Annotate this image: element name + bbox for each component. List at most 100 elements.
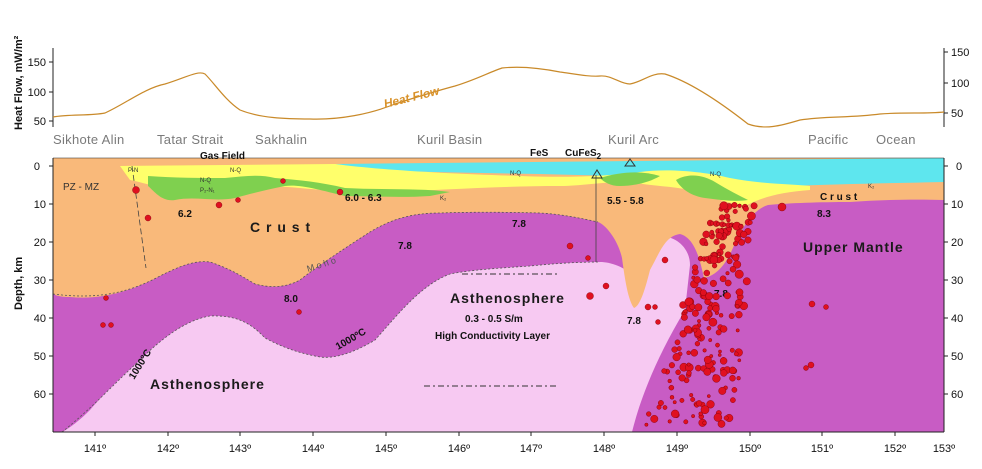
volcano-icon: [624, 158, 636, 167]
longitude-tick-144: 144º: [302, 443, 324, 455]
earthquake-dot: [103, 295, 109, 301]
earthquake-dot: [585, 255, 591, 261]
heat-flow-right-tick-100: 100: [951, 78, 969, 90]
longitude-tick-145: 145º: [375, 443, 397, 455]
earthquake-dot: [717, 353, 722, 357]
earthquake-dot: [732, 241, 739, 247]
earthquake-dot: [144, 214, 152, 222]
depth-right-tick-10: 10: [951, 199, 963, 211]
longitude-tick-142: 142º: [157, 443, 179, 455]
longitude-tick-146: 146º: [448, 443, 470, 455]
earthquake-dot: [686, 362, 691, 367]
earthquake-dot: [717, 252, 722, 257]
earthquake-dot: [708, 338, 713, 342]
earthquake-dot: [729, 347, 735, 353]
heat-flow-left-tick-100: 100: [28, 87, 46, 99]
earthquake-dot: [704, 256, 709, 261]
earthquake-dot: [718, 386, 727, 395]
earthquake-dot: [728, 313, 735, 319]
longitude-tick-153: 153º: [933, 443, 955, 455]
earthquake-dot: [737, 358, 742, 363]
earthquake-dot: [684, 297, 694, 307]
earthquake-dot: [702, 420, 707, 426]
earthquake-dot: [683, 325, 692, 334]
earthquake-dot: [672, 353, 681, 362]
svg-text:P-N: P-N: [128, 168, 138, 174]
region-kuril-arc: Kuril Arc: [608, 132, 659, 147]
pz-mz-label: PZ - MZ: [63, 182, 99, 193]
earthquake-dot: [662, 405, 668, 410]
earthquake-dot: [808, 300, 816, 308]
earthquake-dot: [700, 277, 708, 285]
earthquake-dot: [670, 409, 680, 418]
earthquake-dot: [697, 319, 701, 323]
earthquake-dot: [683, 419, 689, 425]
svg-text:N-Q: N-Q: [510, 171, 521, 177]
earthquake-dot: [703, 368, 712, 376]
earthquake-dot: [738, 239, 746, 246]
earthquake-dot: [744, 236, 752, 244]
region-tatar-strait: Tatar Strait: [157, 132, 224, 147]
earthquake-dot: [681, 313, 688, 321]
asthenosphere-label-upper: Asthenosphere: [450, 290, 565, 306]
earthquake-dot: [652, 304, 658, 310]
earthquake-dot: [737, 203, 742, 208]
svg-text:K₂: K₂: [440, 196, 447, 202]
velocity-7-8-b: 7.8: [512, 219, 526, 230]
earthquake-dot: [646, 411, 652, 417]
longitude-ticks: [94, 432, 896, 436]
longitude-tick-141: 141º: [84, 443, 106, 455]
earthquake-dot: [668, 362, 675, 369]
sediment-green-layer: [148, 175, 450, 201]
depth-left-tick-0: 0: [34, 161, 40, 173]
svg-text:N-Q: N-Q: [710, 172, 721, 178]
earthquake-dot: [726, 258, 733, 265]
depth-left-tick-30: 30: [34, 275, 46, 287]
earthquake-dot: [702, 230, 710, 239]
longitude-tick-152: 152º: [884, 443, 906, 455]
hcl-label: High Conductivity Layer: [435, 331, 550, 342]
earthquake-dot: [722, 222, 727, 227]
earthquake-dot: [729, 366, 737, 375]
earthquake-dot: [695, 400, 703, 407]
earthquake-dot: [719, 275, 727, 283]
earthquake-dot: [734, 269, 744, 279]
longitude-tick-149: 149º: [666, 443, 688, 455]
depth-right-tick-40: 40: [951, 313, 963, 325]
velocity-8-0: 8.0: [284, 294, 298, 305]
earthquake-dot: [715, 342, 720, 348]
asthenosphere-label-lower: Asthenosphere: [150, 376, 265, 392]
earthquake-dot: [719, 243, 726, 250]
earthquake-dot: [708, 317, 718, 327]
earthquake-dot: [750, 202, 758, 210]
earthquake-dot: [724, 279, 732, 287]
crust-label-right: C r u s t: [820, 192, 858, 203]
earthquake-dot: [132, 186, 140, 194]
conductivity-label: 0.3 - 0.5 S/m: [465, 314, 523, 325]
earthquake-dot: [709, 229, 715, 235]
earthquake-dot: [728, 223, 733, 228]
earthquake-dot: [740, 230, 748, 238]
region-sakhalin: Sakhalin: [255, 132, 307, 147]
earthquake-dot: [731, 387, 738, 393]
earthquake-dot: [742, 277, 751, 286]
earthquake-dot: [747, 211, 756, 221]
earthquake-dot: [669, 395, 675, 400]
depth-left-tick-20: 20: [34, 237, 46, 249]
earthquake-dot: [674, 339, 681, 346]
earthquake-dot: [712, 292, 720, 301]
earthquake-dot: [729, 266, 737, 273]
earthquake-dot: [296, 309, 302, 315]
region-kuril-basin: Kuril Basin: [417, 132, 482, 147]
earthquake-dot: [705, 292, 714, 300]
earthquake-dot: [655, 319, 661, 325]
region-pacific: Pacific: [808, 132, 849, 147]
depth-right-tick-0: 0: [956, 161, 962, 173]
earthquake-dot: [732, 254, 740, 262]
velocity-7-8-d: 7.8: [714, 289, 728, 300]
crust-label-left: C r u s t: [250, 219, 311, 235]
heat-flow-left-tick-150: 150: [28, 57, 46, 69]
longitude-tick-147: 147º: [520, 443, 542, 455]
earthquake-dot: [718, 214, 726, 221]
earthquake-dot: [700, 405, 710, 415]
